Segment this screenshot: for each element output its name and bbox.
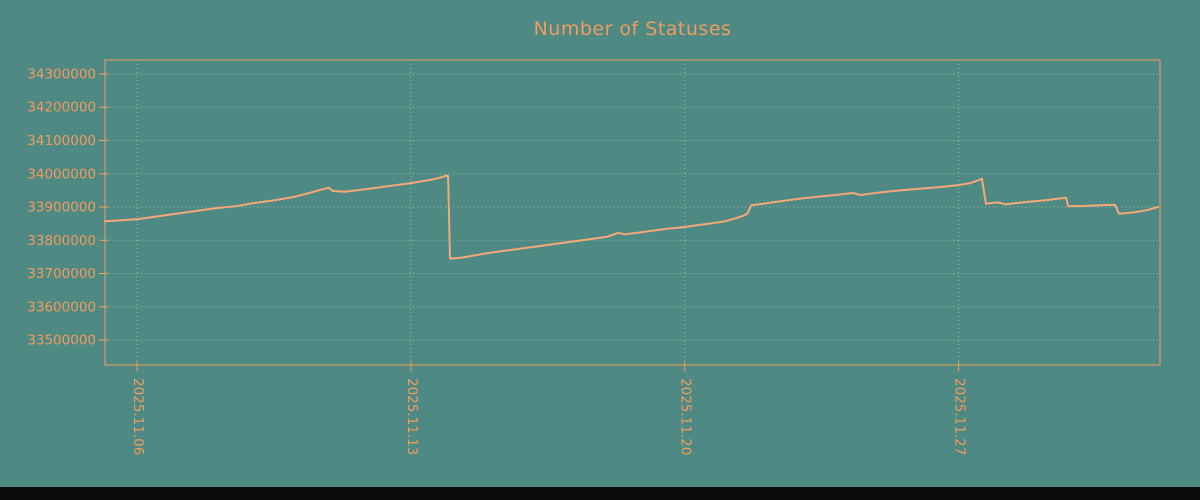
data-line xyxy=(104,174,1159,260)
x-tick-label: 2025.11.06 xyxy=(130,378,146,455)
y-tick-label: 33500000 xyxy=(27,333,96,349)
x-tick-label: 2025.11.27 xyxy=(952,378,968,455)
y-tick-label: 33900000 xyxy=(27,200,96,216)
x-tick-label: 2025.11.13 xyxy=(404,378,420,455)
plot-frame xyxy=(104,59,1161,366)
y-tick-label: 34300000 xyxy=(27,66,96,82)
y-tick-label: 33700000 xyxy=(27,266,96,282)
bottom-bar xyxy=(0,487,1200,500)
y-tick-label: 33600000 xyxy=(27,299,96,315)
chart-title: Number of Statuses xyxy=(533,18,732,40)
y-tick-label: 34200000 xyxy=(27,100,96,116)
y-tick-label: 34000000 xyxy=(27,166,96,182)
y-tick-label: 33800000 xyxy=(27,233,96,249)
x-tick-label: 2025.11.20 xyxy=(678,378,694,455)
y-tick-label: 34100000 xyxy=(27,133,96,149)
